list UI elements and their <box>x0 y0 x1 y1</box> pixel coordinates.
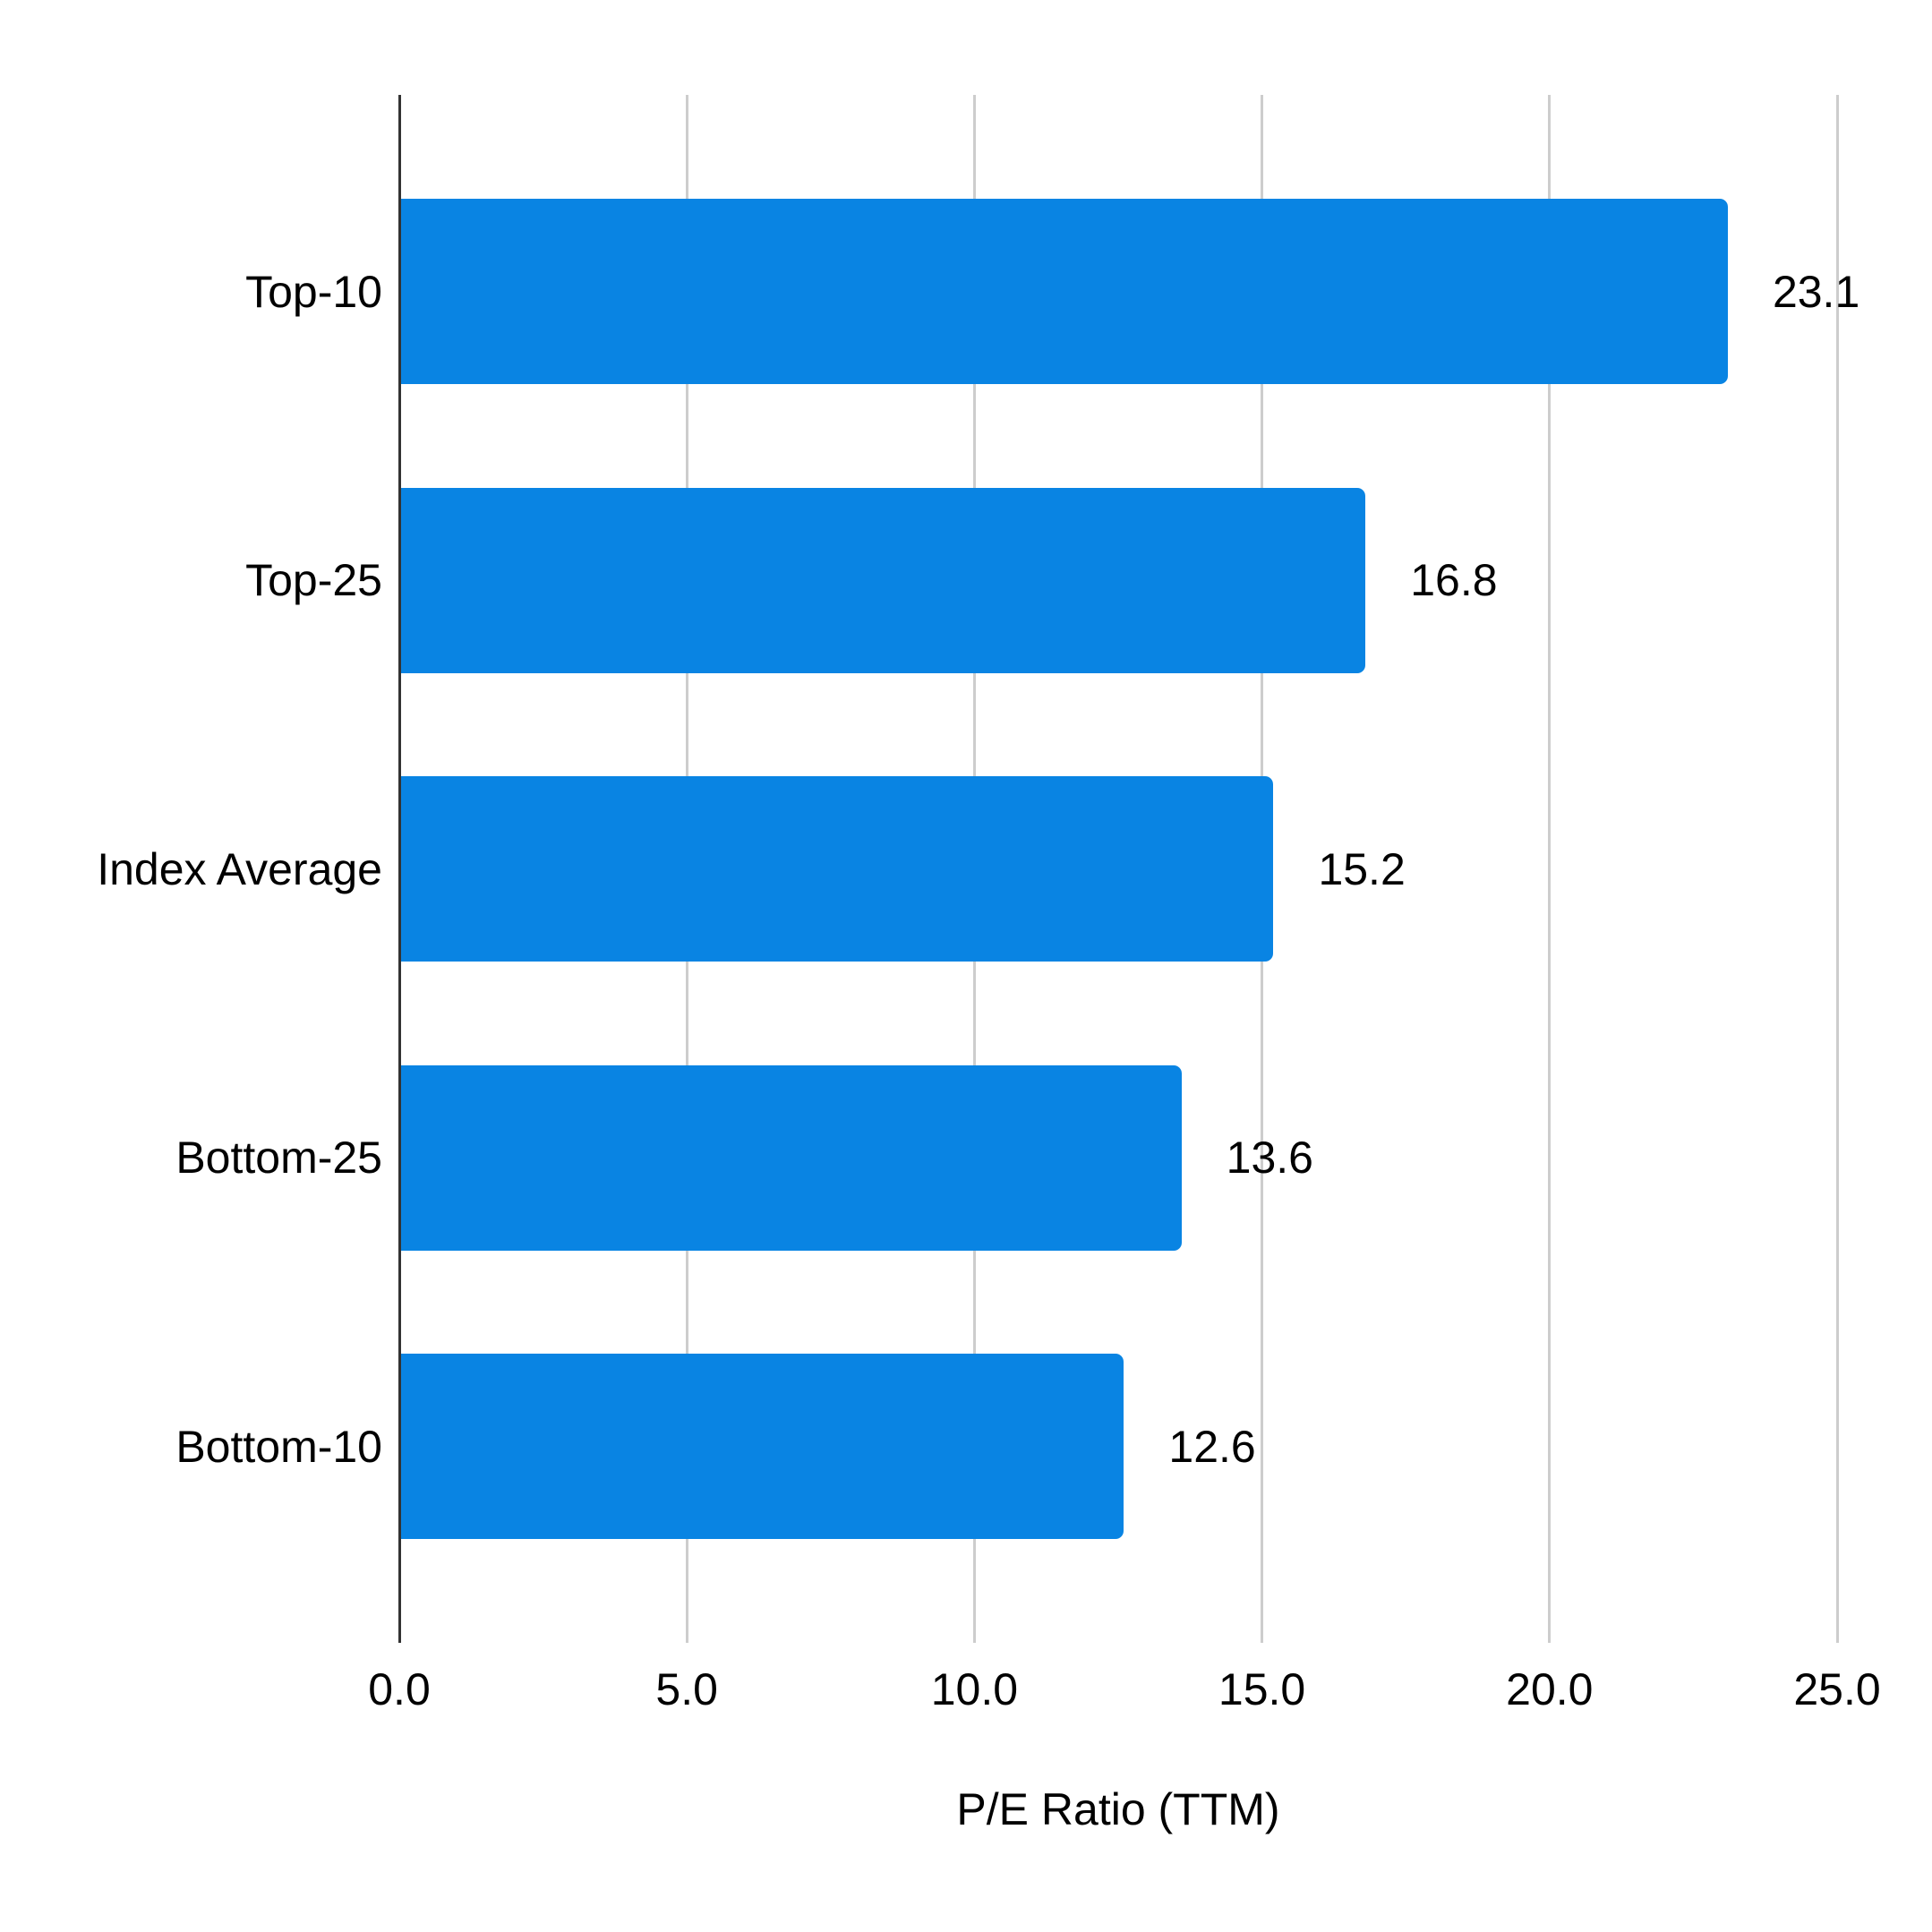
value-label-Bottom-25: 13.6 <box>1226 1133 1313 1184</box>
x-tick-label-10.0: 10.0 <box>930 1664 1019 1714</box>
bar-Index Average <box>399 776 1274 962</box>
x-tick-label-20.0: 20.0 <box>1506 1664 1594 1714</box>
value-label-Index Average: 15.2 <box>1318 843 1406 894</box>
gridline-x-25.0 <box>1835 95 1839 1643</box>
bar-Bottom-10 <box>399 1354 1124 1540</box>
bar-Top-25 <box>399 487 1366 673</box>
value-label-Bottom-10: 12.6 <box>1168 1421 1256 1472</box>
bar-Bottom-25 <box>399 1064 1182 1251</box>
category-label-Top-10: Top-10 <box>245 266 382 317</box>
x-tick-label-5.0: 5.0 <box>655 1664 718 1714</box>
x-tick-label-25.0: 25.0 <box>1793 1664 1881 1714</box>
category-label-Index Average: Index Average <box>97 843 382 894</box>
category-label-Bottom-10: Bottom-10 <box>175 1421 382 1472</box>
x-tick-label-15.0: 15.0 <box>1218 1664 1306 1714</box>
value-label-Top-25: 16.8 <box>1410 555 1498 606</box>
x-axis-title: P/E Ratio (TTM) <box>956 1784 1280 1834</box>
category-label-Top-25: Top-25 <box>245 555 382 606</box>
gridline-x-20.0 <box>1548 95 1552 1643</box>
category-label-Bottom-25: Bottom-25 <box>175 1133 382 1184</box>
x-tick-label-0.0: 0.0 <box>368 1664 431 1714</box>
y-axis-line <box>398 95 401 1643</box>
bar-Top-10 <box>399 199 1728 384</box>
value-label-Top-10: 23.1 <box>1772 266 1860 317</box>
